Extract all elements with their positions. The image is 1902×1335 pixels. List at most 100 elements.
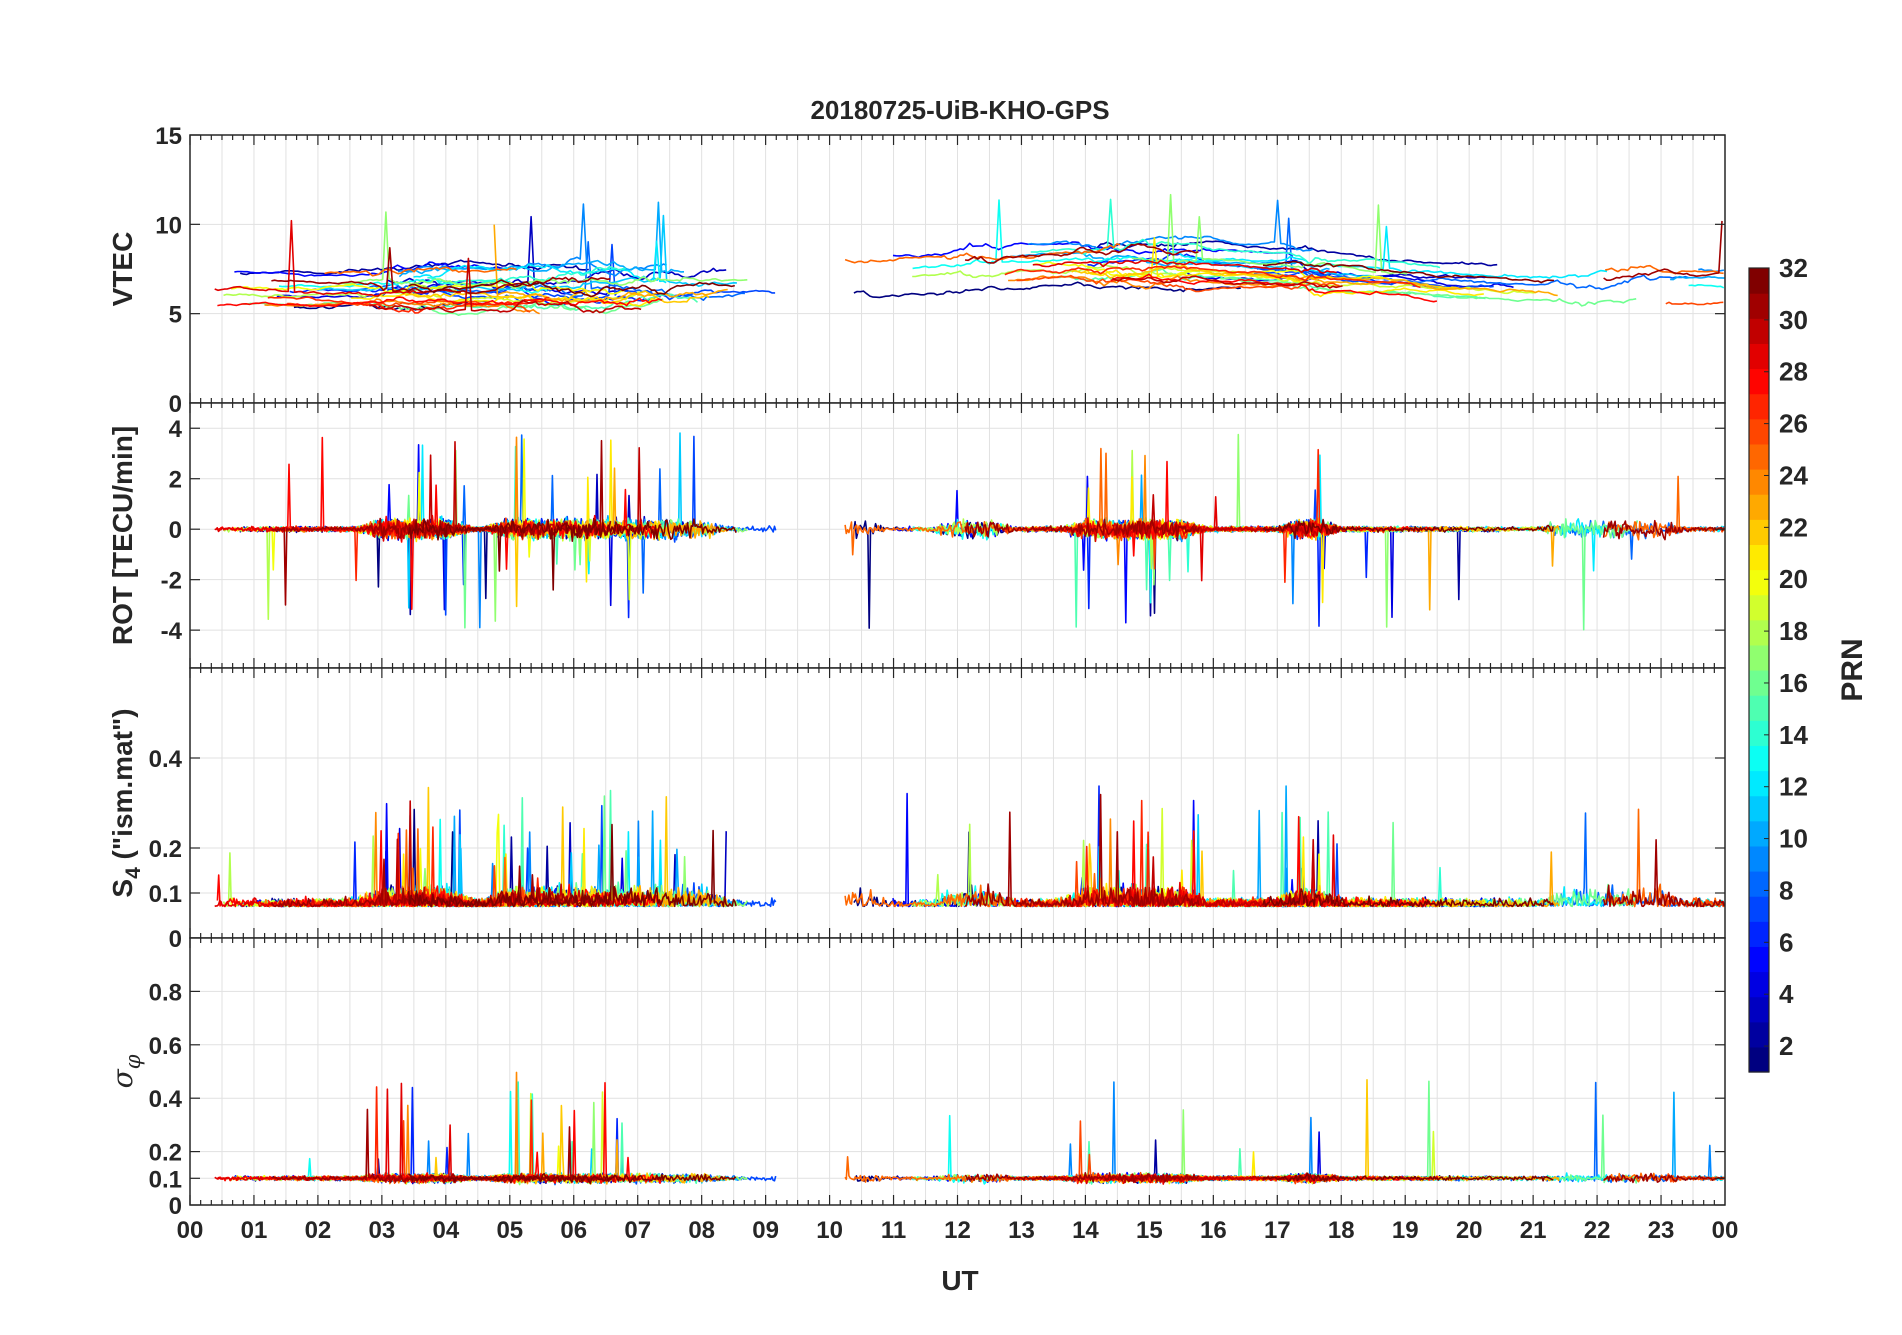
colorbar-label: PRN [1836, 638, 1869, 701]
colorbar-segment [1749, 394, 1769, 420]
colorbar-segment [1749, 318, 1769, 344]
colorbar-segment [1749, 896, 1769, 922]
colorbar-segment [1749, 1022, 1769, 1048]
y-tick-label: 0.6 [149, 1033, 182, 1060]
colorbar-segment [1749, 771, 1769, 797]
colorbar-segment [1749, 946, 1769, 972]
colorbar-segment [1749, 419, 1769, 445]
x-tick-label: 07 [624, 1217, 651, 1244]
x-tick-label: 08 [688, 1217, 715, 1244]
y-tick-label: 0 [169, 926, 182, 953]
x-tick-label: 05 [496, 1217, 523, 1244]
colorbar-segment [1749, 695, 1769, 721]
x-tick-label: 02 [305, 1217, 332, 1244]
colorbar-segment [1749, 821, 1769, 847]
x-tick-label: 01 [241, 1217, 268, 1244]
panel-vtec: 0 5 10 15 VTEC [107, 123, 1725, 418]
colorbar-segment [1749, 720, 1769, 746]
y-axis-label: VTEC [107, 232, 138, 307]
x-axis-label: UT [941, 1265, 978, 1296]
colorbar-tick-label: 28 [1779, 357, 1808, 387]
y-tick-label: -4 [161, 618, 183, 645]
colorbar-segment [1749, 268, 1769, 294]
x-tick-label: 00 [177, 1217, 204, 1244]
x-tick-label: 18 [1328, 1217, 1355, 1244]
colorbar-segment [1749, 544, 1769, 570]
chart-title: 20180725-UiB-KHO-GPS [810, 95, 1109, 125]
colorbar-tick-label: 18 [1779, 616, 1808, 646]
colorbar-tick-label: 2 [1779, 1031, 1793, 1061]
x-tick-label: 12 [944, 1217, 971, 1244]
y-tick-label: 10 [155, 212, 182, 239]
y-tick-label: 0.4 [149, 1086, 183, 1113]
panel-s4: 00.10.20.4S4 ("ism.mat") [107, 668, 1725, 953]
colorbar-segment [1749, 921, 1769, 947]
x-tick-label: 14 [1072, 1217, 1099, 1244]
colorbar-segment [1749, 1047, 1769, 1073]
colorbar-tick-label: 30 [1779, 305, 1808, 335]
x-tick-label: 09 [752, 1217, 779, 1244]
x-tick-label: 15 [1136, 1217, 1163, 1244]
y-tick-label: 0.1 [149, 881, 182, 908]
y-tick-label: 15 [155, 123, 182, 150]
colorbar-segment [1749, 645, 1769, 671]
y-tick-label: -2 [161, 568, 182, 595]
colorbar-tick-label: 16 [1779, 668, 1808, 698]
panel-sigma: 00.10.20.40.60.8σφ [106, 938, 1725, 1220]
x-tick-label: 16 [1200, 1217, 1227, 1244]
colorbar-tick-label: 4 [1779, 979, 1794, 1009]
colorbar-tick-label: 24 [1779, 460, 1808, 490]
y-tick-label: 0.8 [149, 979, 182, 1006]
colorbar-segment [1749, 846, 1769, 872]
y-tick-label: 0.4 [149, 746, 183, 773]
colorbar-segment [1749, 369, 1769, 395]
x-tick-label: 20 [1456, 1217, 1483, 1244]
x-tick-label: 03 [369, 1217, 396, 1244]
colorbar-segment [1749, 620, 1769, 646]
colorbar-segment [1749, 519, 1769, 545]
colorbar-segment [1749, 293, 1769, 319]
colorbar-tick-label: 6 [1779, 927, 1793, 957]
colorbar-segment [1749, 343, 1769, 369]
colorbar-tick-label: 26 [1779, 409, 1808, 439]
x-tick-label: 17 [1264, 1217, 1291, 1244]
colorbar-tick-label: 20 [1779, 564, 1808, 594]
colorbar-segment [1749, 796, 1769, 822]
colorbar-tick-label: 10 [1779, 824, 1808, 854]
colorbar-segment [1749, 745, 1769, 771]
x-tick-label: 19 [1392, 1217, 1419, 1244]
x-tick-label: 23 [1648, 1217, 1675, 1244]
colorbar-segment [1749, 570, 1769, 596]
y-tick-label: 0 [169, 391, 182, 418]
x-tick-label: 10 [816, 1217, 843, 1244]
x-tick-label: 11 [881, 1217, 906, 1244]
x-tick-label: 00 [1712, 1217, 1739, 1244]
colorbar-segment [1749, 595, 1769, 621]
colorbar-tick-label: 22 [1779, 512, 1808, 542]
x-tick-label: 13 [1008, 1217, 1035, 1244]
y-tick-label: 5 [169, 302, 182, 329]
colorbar-tick-label: 8 [1779, 875, 1793, 905]
y-tick-label: 0 [169, 517, 182, 544]
y-tick-label: 0 [169, 1193, 182, 1220]
y-tick-label: 4 [169, 416, 183, 443]
colorbar-tick-label: 12 [1779, 772, 1808, 802]
y-tick-label: 0.1 [149, 1166, 182, 1193]
colorbar-segment [1749, 494, 1769, 520]
colorbar-segment [1749, 972, 1769, 998]
colorbar-segment [1749, 871, 1769, 897]
colorbar-segment [1749, 997, 1769, 1023]
colorbar-segment [1749, 444, 1769, 470]
x-tick-label: 04 [432, 1217, 459, 1244]
x-tick-label: 22 [1584, 1217, 1611, 1244]
colorbar-tick-label: 14 [1779, 720, 1808, 750]
y-tick-label: 0.2 [149, 836, 182, 863]
y-tick-label: 2 [169, 467, 182, 494]
x-tick-label: 06 [560, 1217, 587, 1244]
y-axis-label: ROT [TECU/min] [107, 426, 138, 645]
colorbar-tick-label: 32 [1779, 253, 1808, 283]
x-tick-label: 21 [1520, 1217, 1547, 1244]
